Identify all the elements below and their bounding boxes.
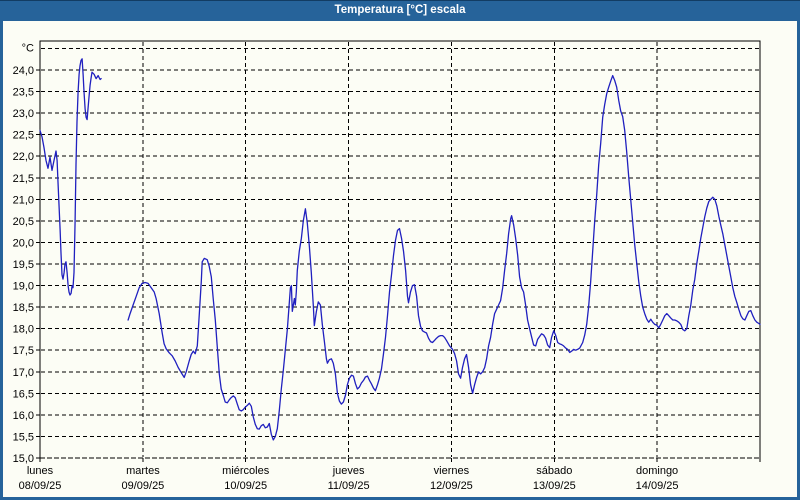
y-axis-unit-label: °C <box>22 42 34 54</box>
y-tick-label: 20,0 <box>13 237 34 249</box>
day-name-label: sábado <box>536 465 572 477</box>
y-tick-label: 23,0 <box>13 108 34 120</box>
day-name-label: domingo <box>636 465 678 477</box>
y-tick-label: 15,0 <box>13 453 34 465</box>
y-tick-label: 16,0 <box>13 410 34 422</box>
y-tick-label: 20,5 <box>13 216 34 228</box>
y-tick-label: 17,0 <box>13 367 34 379</box>
y-tick-label: 21,0 <box>13 194 34 206</box>
y-tick-label: 16,5 <box>13 388 34 400</box>
y-tick-label: 18,5 <box>13 302 34 314</box>
day-name-label: jueves <box>332 465 365 477</box>
y-tick-label: 17,5 <box>13 345 34 357</box>
y-tick-label: 21,5 <box>13 173 34 185</box>
day-date-label: 08/09/25 <box>19 480 62 492</box>
y-tick-label: 22,0 <box>13 151 34 163</box>
plot-border <box>39 40 761 458</box>
day-name-label: martes <box>126 465 160 477</box>
y-tick-label: 15,5 <box>13 431 34 443</box>
day-name-label: miércoles <box>222 465 270 477</box>
day-date-label: 10/09/25 <box>224 480 267 492</box>
day-name-label: lunes <box>27 465 54 477</box>
y-tick-label: 23,5 <box>13 87 34 99</box>
day-date-label: 09/09/25 <box>121 480 164 492</box>
y-tick-label: 19,0 <box>13 281 34 293</box>
day-date-label: 13/09/25 <box>533 480 576 492</box>
y-tick-label: 24,0 <box>13 65 34 77</box>
title-bar: Temperatura [°C] escala <box>0 0 800 21</box>
chart-client-area: 24,0 23,5 23,0 22,5 22,0 21,5 21,0 20,5 20,0 19,5… <box>3 21 797 497</box>
window-title: Temperatura [°C] escala <box>334 4 466 16</box>
y-tick-label: 22,5 <box>13 130 34 142</box>
temperature-line-segment <box>127 74 761 441</box>
day-date-label: 11/09/25 <box>328 480 370 492</box>
y-tick-label: 18,0 <box>13 324 34 336</box>
day-date-label: 12/09/25 <box>430 480 473 492</box>
day-date-label: 14/09/25 <box>636 480 679 492</box>
y-tick-label: 19,5 <box>13 259 34 271</box>
day-name-label: viernes <box>434 465 470 477</box>
temperature-line-segment <box>39 58 102 296</box>
